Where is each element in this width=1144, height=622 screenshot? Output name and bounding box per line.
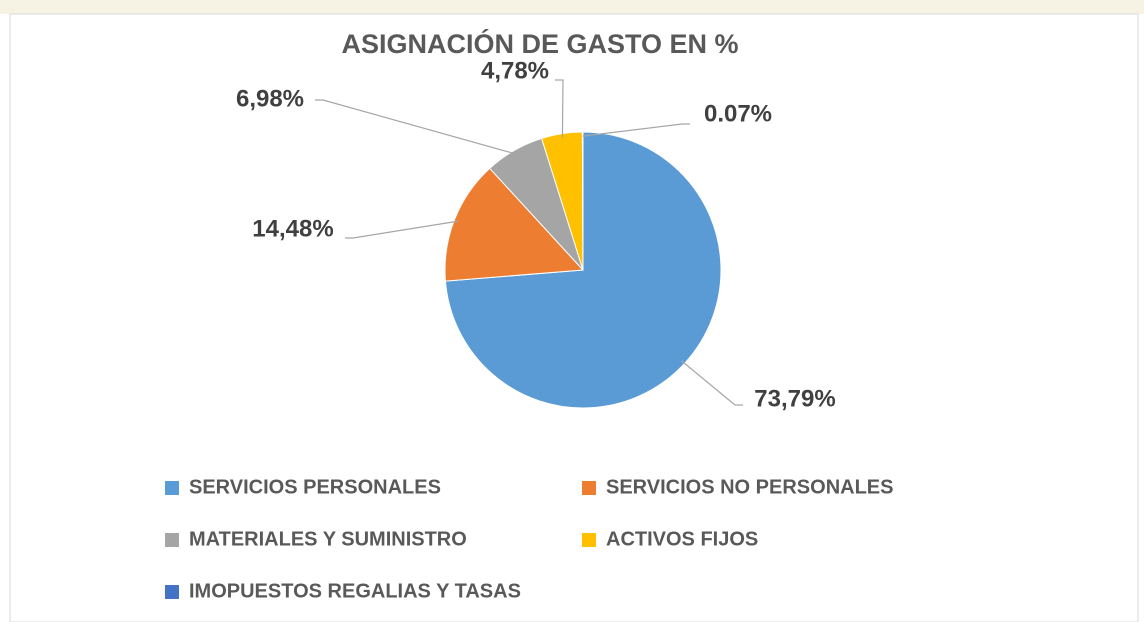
- data-label: 14,48%: [252, 215, 333, 242]
- data-label: 6,98%: [236, 85, 304, 112]
- legend-swatch: [165, 533, 179, 547]
- data-label: 4,78%: [481, 57, 549, 84]
- legend-label: SERVICIOS PERSONALES: [189, 476, 441, 498]
- legend-swatch: [165, 585, 179, 599]
- legend-swatch: [165, 481, 179, 495]
- legend-swatch: [582, 481, 596, 495]
- legend-label: SERVICIOS NO PERSONALES: [606, 476, 893, 498]
- data-label: 73,79%: [754, 385, 835, 412]
- legend-swatch: [582, 533, 596, 547]
- pie-slice: [582, 132, 583, 270]
- data-label: 0.07%: [704, 100, 772, 127]
- top-banner: [0, 0, 1144, 14]
- chart: ASIGNACIÓN DE GASTO EN % 73,79% 14,48% 6,9…: [0, 0, 1144, 622]
- legend-label: ACTIVOS FIJOS: [606, 528, 758, 550]
- legend-label: IMOPUESTOS REGALIAS Y TASAS: [189, 580, 521, 602]
- legend-label: MATERIALES Y SUMINISTRO: [189, 528, 467, 550]
- chart-title: ASIGNACIÓN DE GASTO EN %: [341, 28, 738, 59]
